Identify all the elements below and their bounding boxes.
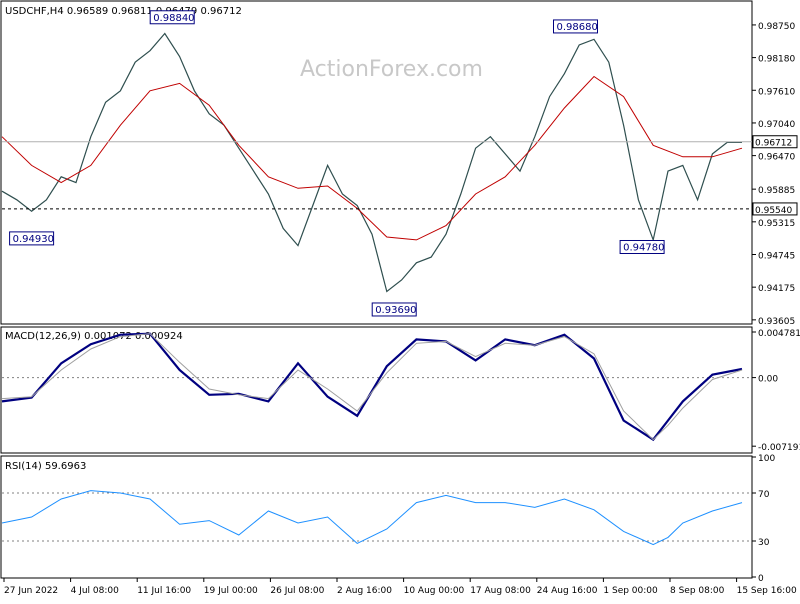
x-tick-label: 1 Sep 00:00: [603, 586, 658, 596]
rsi-panel: RSI(14) 59.6963 100 70 30 0: [0, 454, 775, 584]
price-panel: USDCHF,H4 0.96589 0.96811 0.96479 0.9671…: [0, 0, 798, 327]
price-marker-label: 0.93690: [375, 305, 416, 316]
macd-panel-frame: [0, 326, 753, 454]
rsi-y-axis: 100 70 30 0: [2, 454, 775, 584]
price-series-layer: [1, 32, 743, 293]
x-tick-label: 4 Jul 08:00: [71, 586, 120, 596]
price-header: USDCHF,H4 0.96589 0.96811 0.96479 0.9671…: [5, 6, 242, 17]
y-tick-label: 0.95885: [758, 186, 795, 196]
signal-line: [1, 333, 743, 441]
price-overlays: 0.96712 0.95540 0.98840 0.98680 0.93690 0.947…: [2, 10, 798, 317]
x-tick-label: 10 Aug 00:00: [404, 586, 465, 596]
time-axis: 27 Jun 2022 4 Jul 08:00 11 Jul 16:00 19 Jul…: [3, 578, 797, 596]
macd-series-layer: [1, 332, 743, 442]
x-tick-label: 19 Jul 00:00: [204, 586, 258, 596]
price-marker-label: 0.98840: [153, 13, 194, 24]
current-price-box: [752, 135, 798, 149]
macd-line: [1, 332, 743, 442]
y-tick-label: 0.98180: [758, 55, 795, 65]
support-level-label: 0.95540: [755, 206, 792, 216]
price-marker-label: 0.94930: [13, 234, 54, 245]
x-tick-label: 27 Jun 2022: [4, 586, 58, 596]
macd-panel: MACD(12,26,9) 0.001072 0.000924 0.004781…: [0, 326, 800, 454]
y-tick-label: 0.95315: [758, 219, 795, 229]
y-tick-label: 0.93605: [758, 317, 795, 327]
y-tick-label: -0.007191: [758, 443, 800, 453]
x-tick-label: 17 Aug 08:00: [470, 586, 531, 596]
y-tick-label: 30: [758, 538, 770, 548]
price-marker-box: [9, 231, 55, 246]
rsi-header: RSI(14) 59.6963: [5, 461, 86, 472]
y-tick-label: 100: [758, 454, 775, 464]
support-level-box: [752, 202, 798, 216]
macd-header: MACD(12,26,9) 0.001072 0.000924: [5, 331, 183, 342]
price-panel-frame: [0, 0, 753, 325]
y-tick-label: 0.96470: [758, 153, 795, 163]
x-tick-label: 15 Sep 16:00: [737, 586, 797, 596]
y-tick-label: 70: [758, 490, 770, 500]
price-marker-box: [619, 239, 665, 254]
x-tick-label: 24 Aug 16:00: [537, 586, 598, 596]
price-marker-label: 0.98680: [557, 22, 598, 33]
price-line: [1, 32, 742, 293]
macd-y-axis: 0.004781 0.00 -0.007191: [2, 329, 800, 453]
y-tick-label: 0.97610: [758, 87, 795, 97]
price-marker-box: [553, 19, 598, 34]
y-tick-label: 0.004781: [758, 329, 800, 339]
moving-average-line: [1, 75, 743, 241]
price-marker-box: [149, 10, 195, 25]
price-marker-box: [371, 302, 417, 317]
x-tick-label: 8 Sep 08:00: [670, 586, 725, 596]
rsi-line: [1, 490, 743, 546]
price-marker-label: 0.94780: [623, 242, 664, 253]
x-tick-label: 11 Jul 16:00: [137, 586, 191, 596]
price-y-axis: 0.98750 0.98180 0.97610 0.97040 0.96470 0.958…: [752, 22, 795, 327]
y-tick-label: 0.97040: [758, 120, 795, 130]
y-tick-label: 0.00: [758, 375, 778, 385]
current-price-label: 0.96712: [755, 139, 792, 149]
y-tick-label: 0.98750: [758, 22, 795, 32]
y-tick-label: 0: [758, 574, 764, 584]
x-tick-label: 26 Jul 08:00: [270, 586, 324, 596]
rsi-series-layer: [1, 490, 743, 546]
y-tick-label: 0.94175: [758, 284, 795, 294]
y-tick-label: 0.94745: [758, 252, 795, 262]
rsi-panel-frame: [0, 455, 753, 579]
watermark: ActionForex.com: [300, 57, 483, 82]
x-tick-label: 2 Aug 16:00: [337, 586, 392, 596]
